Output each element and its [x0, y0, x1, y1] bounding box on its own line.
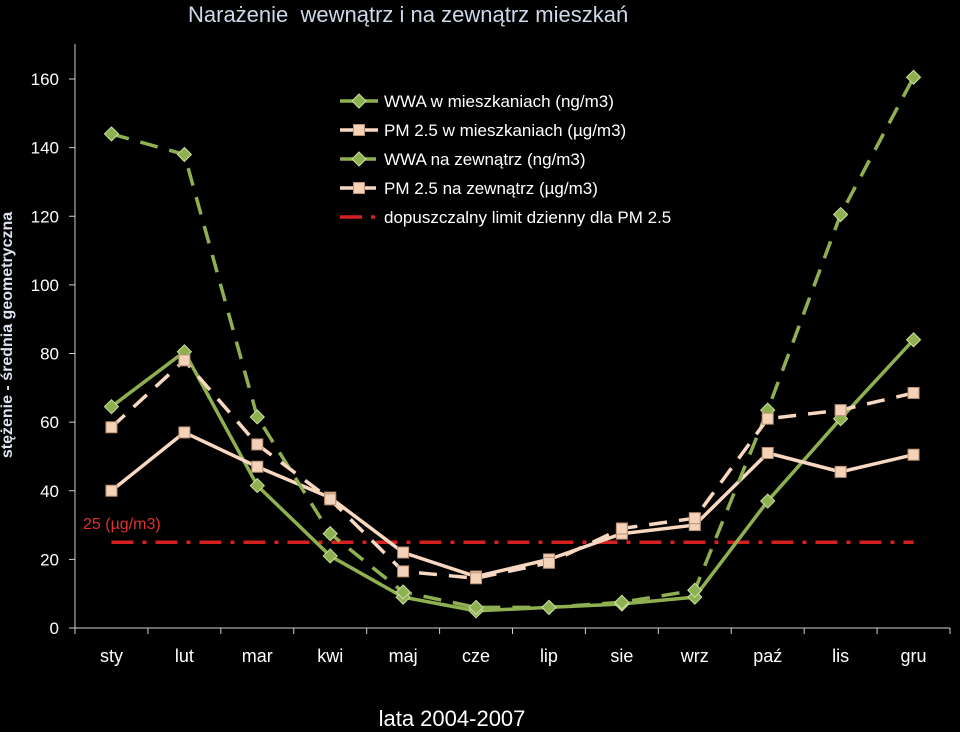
- y-tick-label: 160: [31, 70, 59, 89]
- data-point: [176, 146, 193, 163]
- series-line: [110, 358, 914, 580]
- data-point: [541, 599, 557, 616]
- data-point: [905, 332, 922, 348]
- legend-label: PM 2.5 na zewnątrz (µg/m3): [384, 179, 598, 198]
- data-point: [761, 447, 774, 460]
- data-point: [687, 582, 703, 598]
- x-tick-label: maj: [389, 646, 418, 666]
- y-tick-label: 60: [40, 413, 59, 432]
- data-point: [542, 556, 555, 569]
- legend-label: WWA na zewnątrz (ng/m3): [384, 150, 586, 169]
- legend-marker: [351, 151, 367, 167]
- data-point: [834, 404, 847, 417]
- x-axis-label: lata 2004-2007: [378, 706, 526, 731]
- data-point: [105, 484, 118, 497]
- y-tick-label: 120: [31, 207, 59, 226]
- x-tick-label: gru: [901, 646, 927, 666]
- y-tick-label: 40: [40, 482, 59, 501]
- legend-label: WWA w mieszkaniach (ng/m3): [384, 92, 614, 111]
- data-point: [397, 565, 410, 578]
- data-point: [322, 525, 338, 542]
- data-point: [322, 548, 338, 564]
- y-tick-label: 0: [50, 619, 59, 638]
- data-point: [395, 584, 411, 600]
- legend-label: PM 2.5 w mieszkaniach (µg/m3): [384, 121, 626, 140]
- data-point: [249, 409, 265, 425]
- data-point: [251, 438, 264, 451]
- data-point: [249, 477, 265, 494]
- data-point: [907, 448, 920, 461]
- x-tick-label: kwi: [317, 646, 343, 666]
- y-tick-label: 100: [31, 276, 59, 295]
- data-point: [178, 426, 191, 439]
- x-tick-label: sty: [100, 646, 123, 666]
- y-tick-label: 80: [40, 345, 59, 364]
- data-point: [105, 421, 118, 434]
- limit-annotation: 25 (µg/m3): [83, 516, 161, 533]
- data-point: [615, 522, 628, 535]
- x-tick-label: paź: [753, 646, 782, 666]
- data-point: [103, 126, 120, 142]
- series-line: [110, 76, 916, 610]
- data-point: [468, 599, 484, 616]
- x-tick-label: mar: [242, 646, 273, 666]
- x-tick-label: cze: [462, 646, 490, 666]
- chart-title: Narażenie wewnątrz i na zewnątrz mieszka…: [188, 2, 629, 27]
- legend-marker: [353, 124, 365, 136]
- data-point: [832, 206, 849, 223]
- x-tick-label: wrz: [680, 646, 709, 666]
- data-point: [907, 386, 920, 399]
- data-point: [251, 460, 264, 473]
- data-point: [905, 69, 922, 85]
- legend-marker: [351, 93, 367, 109]
- data-point: [178, 354, 191, 367]
- x-tick-label: sie: [610, 646, 633, 666]
- x-tick-label: lut: [175, 646, 194, 666]
- y-tick-label: 140: [31, 139, 59, 158]
- legend-marker: [353, 182, 365, 194]
- data-point: [760, 493, 776, 509]
- data-point: [324, 493, 337, 506]
- y-tick-label: 20: [40, 550, 59, 569]
- data-point: [397, 546, 410, 559]
- data-point: [761, 412, 774, 425]
- x-tick-label: lip: [540, 646, 558, 666]
- data-point: [103, 398, 120, 415]
- legend-label: dopuszczalny limit dzienny dla PM 2.5: [384, 208, 671, 227]
- x-tick-label: lis: [832, 646, 849, 666]
- data-point: [834, 465, 847, 478]
- data-point: [688, 512, 701, 525]
- data-point: [614, 594, 630, 610]
- series-line: [110, 430, 914, 579]
- data-point: [470, 572, 483, 585]
